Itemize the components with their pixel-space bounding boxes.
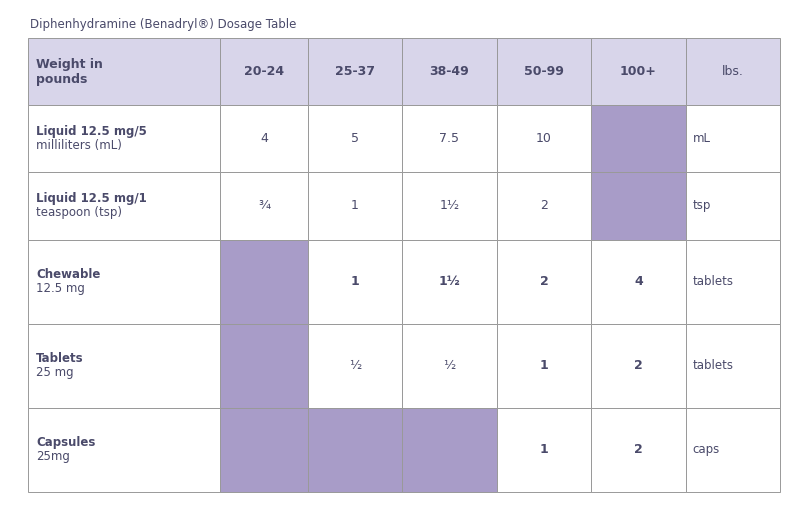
Text: 38-49: 38-49 bbox=[430, 65, 469, 78]
Bar bbox=[496, 407, 591, 492]
Bar bbox=[403, 324, 496, 407]
Text: 25-37: 25-37 bbox=[335, 65, 375, 78]
Text: Tablets: Tablets bbox=[36, 352, 83, 365]
Bar bbox=[591, 38, 686, 105]
Bar bbox=[496, 172, 591, 240]
Bar bbox=[496, 324, 591, 407]
Text: caps: caps bbox=[693, 443, 720, 456]
Bar bbox=[28, 407, 221, 492]
Bar bbox=[308, 105, 403, 172]
Text: ½: ½ bbox=[444, 359, 456, 372]
Text: tsp: tsp bbox=[693, 200, 711, 212]
Text: 2: 2 bbox=[540, 275, 549, 288]
Bar bbox=[591, 172, 686, 240]
Bar bbox=[403, 172, 496, 240]
Text: 25mg: 25mg bbox=[36, 450, 70, 463]
Text: 12.5 mg: 12.5 mg bbox=[36, 282, 85, 295]
Bar bbox=[686, 172, 780, 240]
Bar bbox=[221, 38, 308, 105]
Bar bbox=[308, 38, 403, 105]
Text: 1: 1 bbox=[351, 200, 359, 212]
Bar bbox=[496, 38, 591, 105]
Bar bbox=[591, 240, 686, 324]
Text: Liquid 12.5 mg/1: Liquid 12.5 mg/1 bbox=[36, 193, 147, 205]
Text: milliliters (mL): milliliters (mL) bbox=[36, 139, 122, 152]
Bar bbox=[686, 105, 780, 172]
Text: 2: 2 bbox=[634, 443, 642, 456]
Text: 2: 2 bbox=[634, 359, 642, 372]
Text: 50-99: 50-99 bbox=[524, 65, 564, 78]
Text: ½: ½ bbox=[349, 359, 361, 372]
Bar bbox=[308, 407, 403, 492]
Text: 100+: 100+ bbox=[620, 65, 657, 78]
Bar bbox=[221, 407, 308, 492]
Bar bbox=[28, 324, 221, 407]
Text: tablets: tablets bbox=[693, 275, 734, 288]
Text: 1½: 1½ bbox=[439, 200, 460, 212]
Bar bbox=[686, 407, 780, 492]
Bar bbox=[308, 240, 403, 324]
Text: 4: 4 bbox=[260, 132, 268, 145]
Text: 1: 1 bbox=[540, 443, 549, 456]
Bar bbox=[403, 407, 496, 492]
Bar bbox=[403, 240, 496, 324]
Bar bbox=[28, 105, 221, 172]
Bar bbox=[403, 38, 496, 105]
Bar bbox=[686, 38, 780, 105]
Text: Diphenhydramine (Benadryl®) Dosage Table: Diphenhydramine (Benadryl®) Dosage Table bbox=[30, 18, 297, 31]
Text: teaspoon (tsp): teaspoon (tsp) bbox=[36, 206, 122, 219]
Text: 1: 1 bbox=[350, 275, 359, 288]
Text: pounds: pounds bbox=[36, 73, 87, 86]
Bar bbox=[28, 240, 221, 324]
Text: Liquid 12.5 mg/5: Liquid 12.5 mg/5 bbox=[36, 125, 147, 138]
Bar bbox=[686, 240, 780, 324]
Text: tablets: tablets bbox=[693, 359, 734, 372]
Bar bbox=[221, 105, 308, 172]
Text: 7.5: 7.5 bbox=[439, 132, 460, 145]
Text: 5: 5 bbox=[351, 132, 359, 145]
Text: Weight in: Weight in bbox=[36, 58, 103, 71]
Bar bbox=[403, 105, 496, 172]
Text: 20-24: 20-24 bbox=[244, 65, 284, 78]
Text: ¾: ¾ bbox=[258, 200, 270, 212]
Bar bbox=[221, 172, 308, 240]
Bar bbox=[591, 407, 686, 492]
Bar bbox=[308, 172, 403, 240]
Bar bbox=[496, 105, 591, 172]
Text: lbs.: lbs. bbox=[722, 65, 743, 78]
Bar bbox=[221, 240, 308, 324]
Bar bbox=[28, 172, 221, 240]
Text: Chewable: Chewable bbox=[36, 268, 100, 281]
Bar bbox=[496, 240, 591, 324]
Bar bbox=[591, 324, 686, 407]
Bar bbox=[221, 324, 308, 407]
Text: 1: 1 bbox=[540, 359, 549, 372]
Text: 2: 2 bbox=[540, 200, 548, 212]
Bar bbox=[686, 324, 780, 407]
Bar bbox=[308, 324, 403, 407]
Text: mL: mL bbox=[693, 132, 711, 145]
Text: 4: 4 bbox=[634, 275, 642, 288]
Text: 25 mg: 25 mg bbox=[36, 366, 74, 379]
Text: 1½: 1½ bbox=[439, 275, 460, 288]
Bar bbox=[591, 105, 686, 172]
Text: Capsules: Capsules bbox=[36, 436, 95, 449]
Text: 10: 10 bbox=[536, 132, 552, 145]
Bar bbox=[28, 38, 221, 105]
